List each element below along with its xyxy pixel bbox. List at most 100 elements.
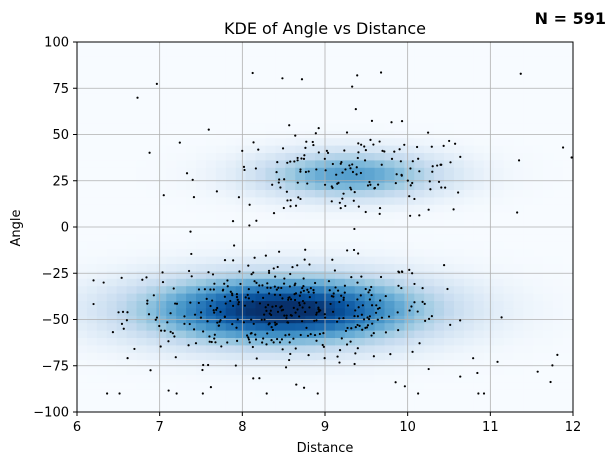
heatmap-cell bbox=[255, 271, 267, 280]
heatmap-cell bbox=[255, 404, 267, 413]
heatmap-cell bbox=[483, 345, 495, 354]
heatmap-cell bbox=[404, 352, 415, 361]
heatmap-cell bbox=[116, 64, 128, 73]
heatmap-cell bbox=[444, 375, 455, 383]
heatmap-cell bbox=[235, 197, 247, 206]
heatmap-cell bbox=[473, 204, 485, 213]
heatmap-cell bbox=[166, 227, 177, 235]
scatter-point bbox=[356, 298, 359, 301]
heatmap-cell bbox=[384, 293, 396, 302]
heatmap-cell bbox=[205, 352, 217, 361]
heatmap-cell bbox=[473, 227, 485, 235]
heatmap-cell bbox=[156, 278, 167, 287]
heatmap-cell bbox=[444, 382, 455, 391]
heatmap-cell bbox=[176, 175, 187, 184]
scatter-point bbox=[264, 306, 267, 309]
heatmap-cell bbox=[344, 389, 356, 398]
heatmap-cell bbox=[96, 190, 108, 198]
heatmap-cell bbox=[186, 397, 197, 406]
heatmap-cell bbox=[265, 56, 276, 65]
heatmap-cell bbox=[404, 256, 415, 265]
heatmap-cell bbox=[146, 56, 157, 65]
heatmap-cell bbox=[483, 190, 495, 198]
scatter-point bbox=[298, 315, 301, 318]
heatmap-cell bbox=[136, 145, 148, 154]
heatmap-cell bbox=[215, 338, 227, 346]
heatmap-cell bbox=[116, 212, 128, 221]
heatmap-cell bbox=[344, 323, 356, 332]
heatmap-cell bbox=[275, 175, 286, 184]
heatmap-cell bbox=[176, 101, 187, 110]
heatmap-cell bbox=[463, 160, 475, 169]
heatmap-cell bbox=[265, 375, 276, 383]
heatmap-cell bbox=[225, 219, 237, 228]
scatter-point bbox=[250, 273, 253, 276]
heatmap-cell bbox=[265, 42, 276, 50]
heatmap-cell bbox=[503, 256, 515, 265]
heatmap-cell bbox=[106, 71, 118, 80]
heatmap-cell bbox=[404, 123, 415, 132]
heatmap-cell bbox=[176, 42, 187, 50]
scatter-point bbox=[289, 199, 292, 202]
heatmap-cell bbox=[434, 190, 445, 198]
heatmap-cell bbox=[186, 197, 197, 206]
heatmap-cell bbox=[453, 227, 465, 235]
scatter-point bbox=[418, 342, 421, 345]
heatmap-cell bbox=[116, 204, 128, 213]
heatmap-cell bbox=[414, 138, 425, 147]
heatmap-cell bbox=[126, 175, 138, 184]
heatmap-cell bbox=[235, 212, 247, 221]
heatmap-cell bbox=[156, 101, 167, 110]
heatmap-cell bbox=[166, 101, 177, 110]
heatmap-cell bbox=[86, 219, 98, 228]
scatter-point bbox=[338, 300, 341, 304]
heatmap-cell bbox=[106, 338, 118, 346]
heatmap-cell bbox=[136, 375, 148, 383]
heatmap-cell bbox=[384, 389, 396, 398]
heatmap-cell bbox=[86, 56, 98, 65]
heatmap-cell bbox=[325, 101, 336, 110]
scatter-point bbox=[353, 362, 356, 366]
scatter-point bbox=[285, 317, 288, 320]
heatmap-cell bbox=[225, 241, 237, 250]
scatter-point bbox=[254, 338, 258, 341]
heatmap-cell bbox=[404, 241, 415, 250]
heatmap-cell bbox=[166, 71, 177, 80]
heatmap-cell bbox=[315, 249, 326, 258]
heatmap-cell bbox=[553, 249, 564, 258]
heatmap-cell bbox=[126, 219, 138, 228]
heatmap-cell bbox=[364, 308, 376, 317]
heatmap-cell bbox=[196, 249, 207, 258]
scatter-point bbox=[356, 323, 359, 327]
heatmap-cell bbox=[533, 42, 544, 50]
scatter-point bbox=[360, 275, 363, 278]
heatmap-cell bbox=[255, 212, 267, 221]
heatmap-cell bbox=[126, 338, 138, 346]
heatmap-cell bbox=[166, 389, 177, 398]
heatmap-cell bbox=[513, 56, 524, 65]
heatmap-cell bbox=[404, 323, 415, 332]
heatmap-cell bbox=[126, 293, 138, 302]
heatmap-cell bbox=[126, 204, 138, 213]
heatmap-cell bbox=[305, 219, 316, 228]
heatmap-cell bbox=[295, 197, 306, 206]
heatmap-cell bbox=[394, 212, 405, 221]
scatter-point bbox=[348, 164, 351, 167]
heatmap-cell bbox=[374, 116, 386, 124]
heatmap-cell bbox=[225, 138, 237, 147]
heatmap-cell bbox=[404, 227, 415, 235]
heatmap-cell bbox=[493, 234, 505, 243]
scatter-point bbox=[270, 313, 273, 317]
heatmap-cell bbox=[305, 145, 316, 154]
scatter-point bbox=[155, 82, 158, 85]
heatmap-cell bbox=[176, 352, 187, 361]
heatmap-cell bbox=[543, 153, 554, 161]
heatmap-cell bbox=[394, 190, 405, 198]
heatmap-cell bbox=[285, 397, 296, 406]
heatmap-cell bbox=[96, 271, 108, 280]
heatmap-cell bbox=[563, 301, 574, 309]
heatmap-cell bbox=[186, 234, 197, 243]
scatter-point bbox=[372, 332, 375, 335]
heatmap-cell bbox=[394, 241, 405, 250]
heatmap-cell bbox=[275, 256, 286, 265]
